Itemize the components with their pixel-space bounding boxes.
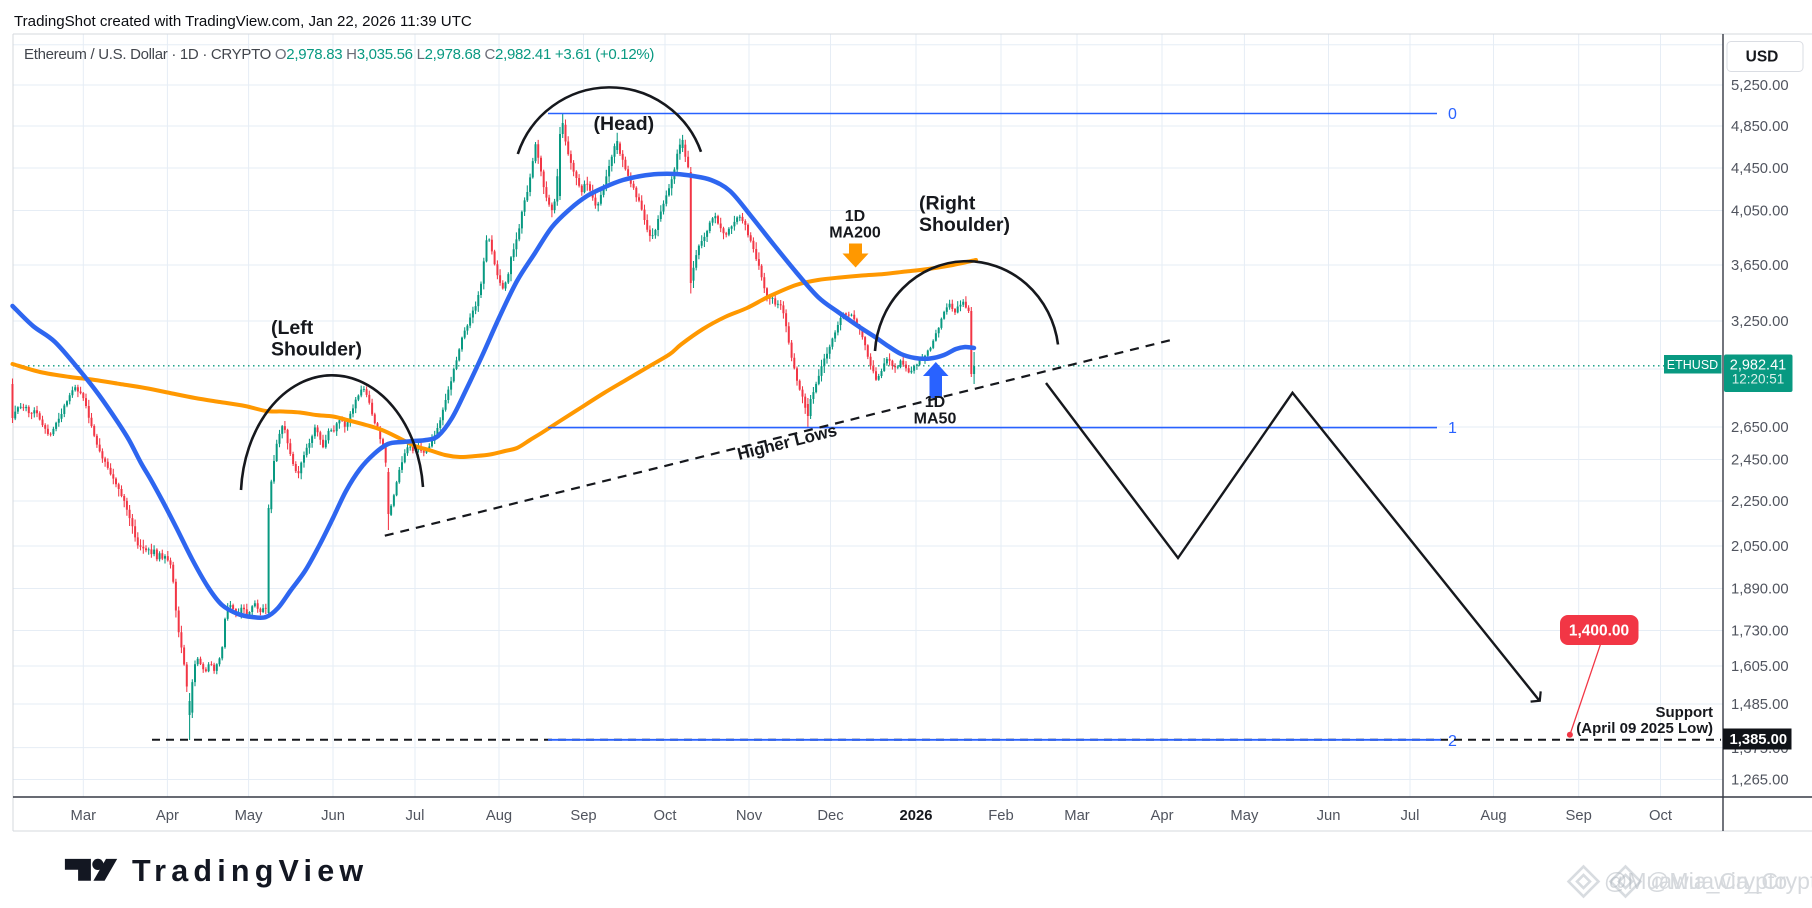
svg-text:2,250.00: 2,250.00 [1731, 494, 1789, 510]
svg-text:TradingShot created with Tradi: TradingShot created with TradingView.com… [14, 13, 472, 30]
svg-text:1,400.00: 1,400.00 [1569, 623, 1629, 640]
svg-text:TradingView: TradingView [132, 854, 368, 888]
svg-text:Apr: Apr [1150, 808, 1173, 824]
svg-text:12:20:51: 12:20:51 [1732, 372, 1785, 387]
svg-text:4,450.00: 4,450.00 [1731, 161, 1789, 177]
svg-text:Mar: Mar [1064, 808, 1090, 824]
svg-text:MA50: MA50 [914, 411, 957, 428]
svg-text:Dec: Dec [817, 808, 844, 824]
svg-text:2026: 2026 [900, 808, 933, 824]
svg-text:Jul: Jul [1401, 808, 1420, 824]
svg-text:Sep: Sep [1566, 808, 1592, 824]
svg-text:1,265.00: 1,265.00 [1731, 773, 1789, 789]
svg-text:1D: 1D [845, 208, 865, 225]
svg-text:1D: 1D [925, 394, 945, 411]
svg-text:4,850.00: 4,850.00 [1731, 119, 1789, 135]
svg-text:Jul: Jul [406, 808, 425, 824]
svg-text:4,050.00: 4,050.00 [1731, 204, 1789, 220]
svg-text:USD: USD [1746, 49, 1779, 66]
svg-text:@Muawia_Crypto: @Muawia_Crypto [1604, 868, 1787, 894]
svg-text:2,450.00: 2,450.00 [1731, 453, 1789, 469]
svg-text:Aug: Aug [486, 808, 512, 824]
svg-text:Jun: Jun [1317, 808, 1341, 824]
svg-text:2,650.00: 2,650.00 [1731, 420, 1789, 436]
svg-text:(Left: (Left [271, 317, 314, 339]
svg-text:1,485.00: 1,485.00 [1731, 697, 1789, 713]
svg-text:Feb: Feb [988, 808, 1014, 824]
svg-text:1,605.00: 1,605.00 [1731, 659, 1789, 675]
svg-text:Sep: Sep [570, 808, 596, 824]
svg-text:Mar: Mar [71, 808, 97, 824]
svg-text:Support: Support [1656, 704, 1714, 721]
svg-text:2: 2 [1448, 733, 1457, 750]
svg-text:2,982.41: 2,982.41 [1730, 358, 1786, 374]
svg-text:@Muawia_Crypto: @Muawia_Crypto [1646, 868, 1812, 894]
svg-text:1,385.00: 1,385.00 [1730, 732, 1788, 748]
svg-text:1,730.00: 1,730.00 [1731, 624, 1789, 640]
svg-text:1: 1 [1448, 420, 1457, 437]
svg-text:Nov: Nov [736, 808, 763, 824]
svg-text:Apr: Apr [156, 808, 179, 824]
svg-text:May: May [1230, 808, 1259, 824]
svg-text:(April 09 2025 Low): (April 09 2025 Low) [1576, 720, 1713, 737]
svg-text:(Head): (Head) [594, 113, 655, 135]
svg-text:May: May [235, 808, 264, 824]
svg-text:Aug: Aug [1480, 808, 1506, 824]
svg-text:5,250.00: 5,250.00 [1731, 78, 1789, 94]
svg-text:2,050.00: 2,050.00 [1731, 539, 1789, 555]
svg-text:MA200: MA200 [829, 225, 881, 242]
svg-text:Shoulder): Shoulder) [919, 214, 1010, 236]
svg-text:3,650.00: 3,650.00 [1731, 258, 1789, 274]
svg-text:Shoulder): Shoulder) [271, 339, 362, 361]
svg-text:Jun: Jun [321, 808, 345, 824]
svg-text:3,250.00: 3,250.00 [1731, 314, 1789, 330]
svg-text:ETHUSD: ETHUSD [1667, 358, 1718, 372]
svg-text:1,890.00: 1,890.00 [1731, 582, 1789, 598]
svg-text:Oct: Oct [653, 808, 676, 824]
svg-text:Oct: Oct [1649, 808, 1672, 824]
svg-text:0: 0 [1448, 106, 1457, 123]
svg-text:Ethereum / U.S. Dollar · 1D ·: Ethereum / U.S. Dollar · 1D · CRYPTO O2,… [24, 46, 654, 63]
svg-text:(Right: (Right [919, 193, 976, 215]
